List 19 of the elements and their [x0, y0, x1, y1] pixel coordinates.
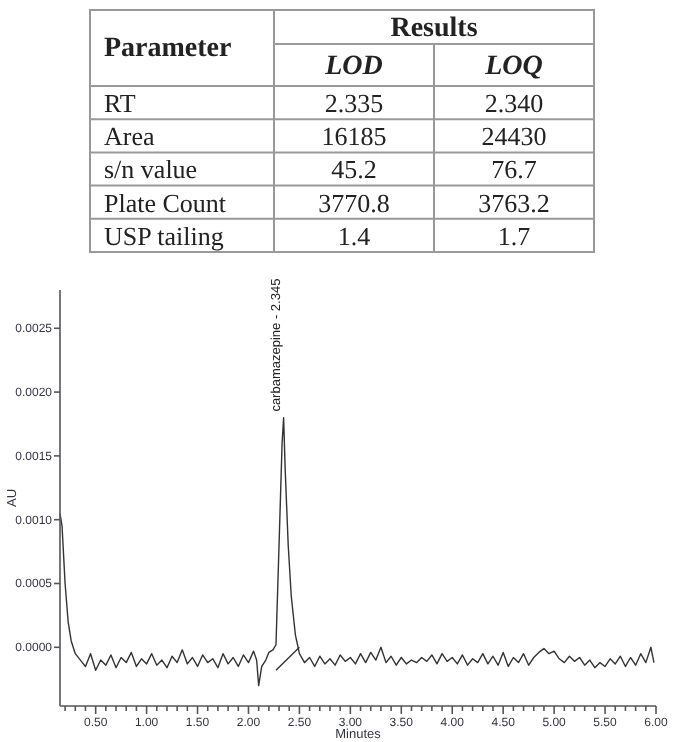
data-label: 2.340: [484, 88, 544, 118]
category-label: RT: [104, 88, 136, 118]
data-label: 1.4: [337, 220, 372, 251]
text: Results: [390, 14, 479, 44]
category-label: s/n value: [104, 154, 198, 185]
category-label: Plate Count: [104, 187, 227, 218]
text: LOQ: [483, 52, 543, 82]
data-label: 24430: [481, 121, 547, 152]
category-label: Area: [104, 121, 155, 152]
data-label: 2.335: [324, 88, 384, 118]
text: LOD: [323, 52, 383, 82]
data-label: 3763.2: [478, 187, 550, 218]
text: Parameter: [104, 34, 232, 64]
data-label: 1.7: [497, 220, 532, 251]
data-label: 3770.8: [318, 187, 390, 218]
data-label: 76.7: [491, 154, 538, 185]
category-label: USP tailing: [104, 220, 225, 251]
data-label: 45.2: [331, 154, 377, 185]
data-label: 16185: [321, 121, 387, 152]
